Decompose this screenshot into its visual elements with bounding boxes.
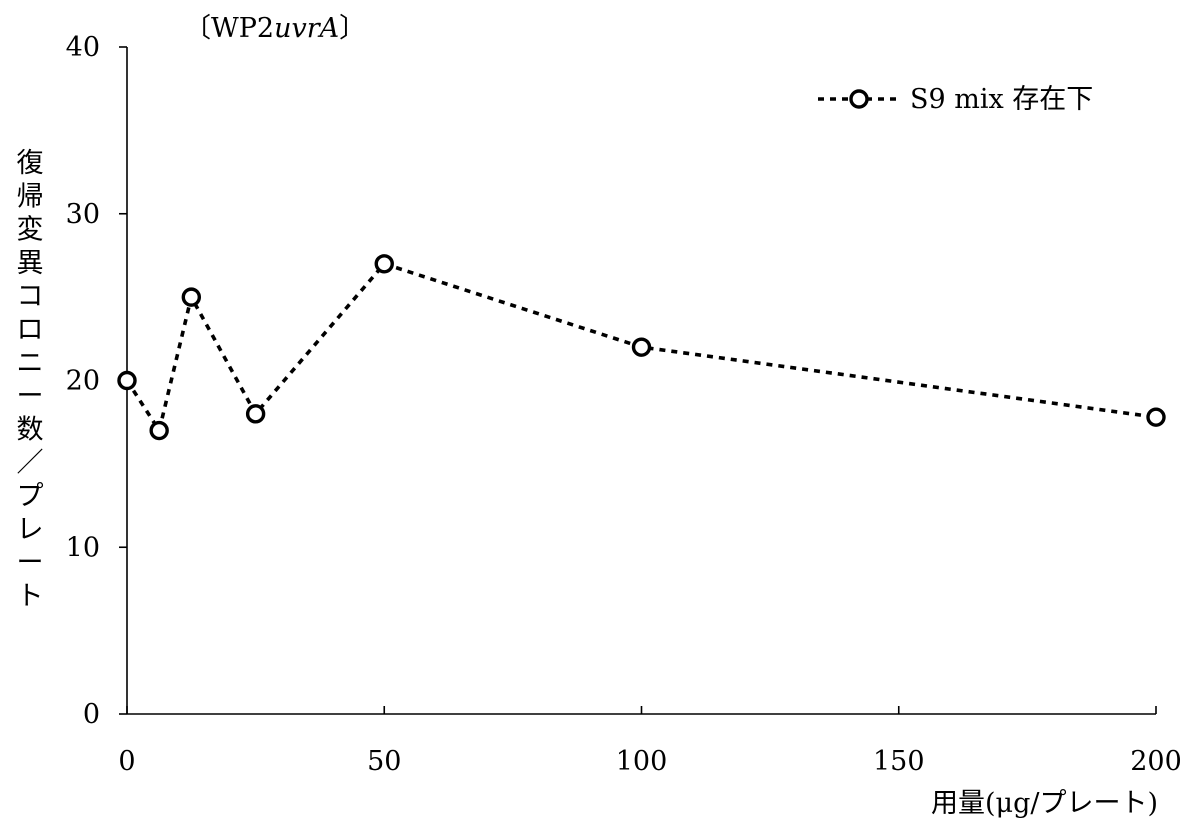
data-point: [245, 404, 266, 424]
y-axis-label-char: プ: [17, 481, 44, 512]
legend-marker-sample: [849, 89, 869, 109]
y-axis-label-char: ー: [17, 381, 44, 412]
data-point: [117, 370, 137, 391]
x-axis-label: 用量(μg/プレート): [931, 788, 1158, 819]
y-axis-label-char: 帰: [17, 181, 44, 212]
y-tick-label: 0: [83, 699, 100, 730]
title-bracket-open: 〔: [184, 13, 211, 44]
title-gene: uvrA: [274, 13, 339, 44]
y-tick-label: 40: [66, 32, 100, 63]
y-axis-label-char: 復: [17, 148, 44, 179]
x-tick-label: 200: [1130, 746, 1182, 777]
x-tick-label: 0: [118, 746, 135, 777]
chart-title: 〔WP2uvrA〕: [184, 13, 366, 44]
y-tick-label: 10: [66, 532, 100, 563]
y-tick-label: 20: [66, 366, 100, 397]
y-axis-label-char: ニ: [17, 348, 44, 379]
title-strain: WP2: [211, 13, 274, 44]
y-axis-label-char: ／: [17, 448, 44, 479]
y-axis-label-char: 数: [17, 414, 44, 445]
title-bracket-close: 〕: [339, 13, 366, 44]
x-tick-label: 100: [616, 746, 668, 777]
y-axis-label-char: コ: [17, 281, 44, 312]
y-axis-label-char: ト: [17, 581, 44, 612]
legend-label: S9 mix 存在下: [910, 84, 1093, 115]
x-tick-label: 150: [873, 746, 925, 777]
y-axis-label-char: 異: [17, 248, 44, 279]
y-tick-label: 30: [66, 199, 100, 230]
data-point: [149, 420, 169, 441]
x-tick-label: 50: [367, 746, 401, 777]
data-point: [631, 337, 652, 357]
y-axis-label-char: 変: [17, 215, 44, 246]
x-axis-ticks: 0 50 100 150 200: [118, 706, 1182, 777]
y-axis-label-char: ー: [17, 548, 44, 579]
legend: S9 mix 存在下: [818, 84, 1093, 115]
series-group: [117, 254, 1166, 441]
data-point: [181, 287, 202, 307]
data-point: [1146, 407, 1166, 427]
y-axis-label-char: ロ: [17, 315, 44, 346]
y-axis-ticks: 0 10 20 30 40: [66, 32, 127, 730]
y-axis-label-char: レ: [17, 514, 44, 545]
data-point: [374, 254, 394, 274]
